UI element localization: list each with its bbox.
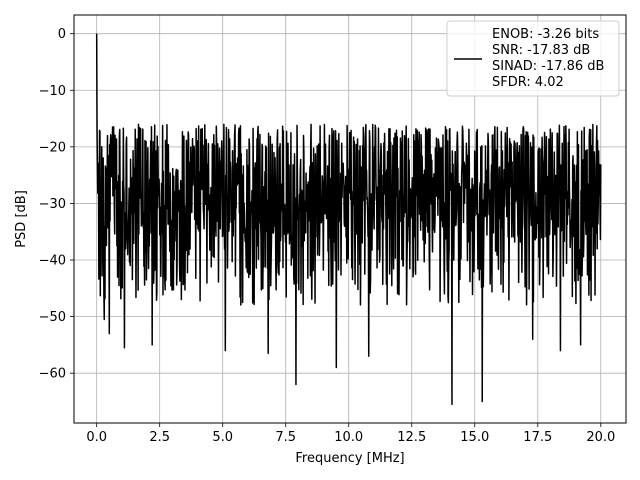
x-axis-ticks: 0.0 2.5 5.0 7.5 10.0 12.5 15.0 17.5 20.0 bbox=[86, 423, 615, 445]
y-tick-label: 0 bbox=[58, 27, 66, 42]
legend-line-enob: ENOB: -3.26 bits bbox=[492, 27, 599, 42]
psd-series-line bbox=[95, 33, 602, 406]
legend-line-sinad: SINAD: -17.86 dB bbox=[492, 59, 604, 74]
y-tick-label: −20 bbox=[39, 140, 66, 155]
x-tick-label: 7.5 bbox=[275, 430, 296, 445]
y-tick-label: −50 bbox=[39, 310, 66, 325]
x-axis-label: Frequency [MHz] bbox=[295, 451, 404, 466]
x-tick-label: 5.0 bbox=[212, 430, 233, 445]
x-tick-label: 17.5 bbox=[523, 430, 552, 445]
legend-line-sfdr: SFDR: 4.02 bbox=[492, 75, 564, 90]
x-tick-label: 12.5 bbox=[397, 430, 426, 445]
y-axis-label: PSD [dB] bbox=[14, 190, 29, 248]
x-tick-label: 20.0 bbox=[586, 430, 615, 445]
legend-line-snr: SNR: -17.83 dB bbox=[492, 43, 590, 58]
x-tick-label: 15.0 bbox=[460, 430, 489, 445]
plot-area bbox=[95, 33, 602, 406]
legend: ENOB: -3.26 bits SNR: -17.83 dB SINAD: -… bbox=[446, 20, 620, 97]
plot-frame bbox=[73, 14, 627, 424]
y-axis-ticks: 0 −10 −20 −30 −40 −50 −60 bbox=[39, 27, 74, 382]
y-tick-label: −10 bbox=[39, 84, 66, 99]
x-tick-label: 2.5 bbox=[149, 430, 170, 445]
legend-box bbox=[446, 20, 620, 97]
y-tick-label: −60 bbox=[39, 367, 66, 382]
x-tick-label: 10.0 bbox=[334, 430, 363, 445]
y-tick-label: −40 bbox=[39, 254, 66, 269]
y-tick-label: −30 bbox=[39, 197, 66, 212]
x-tick-label: 0.0 bbox=[86, 430, 107, 445]
